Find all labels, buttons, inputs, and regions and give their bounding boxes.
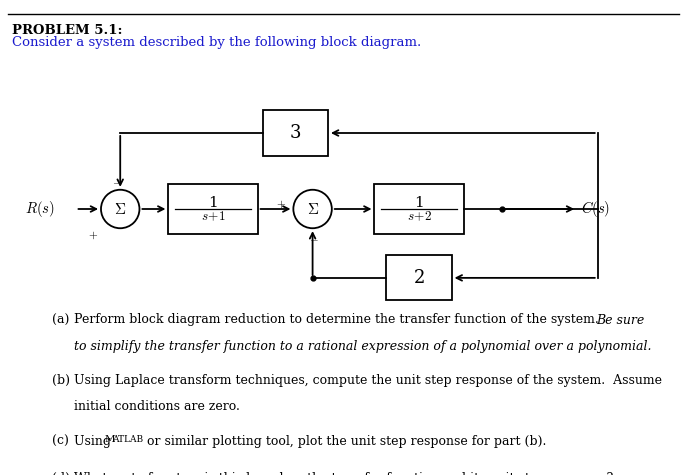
Text: $s\!+\!2$: $s\!+\!2$ xyxy=(407,210,431,223)
Text: to simplify the transfer function to a rational expression of a polynomial over : to simplify the transfer function to a r… xyxy=(74,340,652,352)
Text: 3: 3 xyxy=(290,124,301,142)
Text: PROBLEM 5.1:: PROBLEM 5.1: xyxy=(12,24,123,37)
Ellipse shape xyxy=(293,190,332,228)
Text: 1: 1 xyxy=(414,196,424,210)
Text: Using Laplace transform techniques, compute the unit step response of the system: Using Laplace transform techniques, comp… xyxy=(74,374,662,387)
Text: (c): (c) xyxy=(52,435,69,448)
Text: $R(s)$: $R(s)$ xyxy=(25,199,55,219)
Text: (b): (b) xyxy=(52,374,69,387)
Text: 1: 1 xyxy=(208,196,218,210)
Bar xyxy=(168,184,258,234)
Text: Using: Using xyxy=(74,435,115,448)
Text: $s\!+\!1$: $s\!+\!1$ xyxy=(201,210,225,223)
Bar xyxy=(374,184,464,234)
Text: $\Sigma$: $\Sigma$ xyxy=(114,201,126,217)
Bar xyxy=(263,111,328,156)
Text: Consider a system described by the following block diagram.: Consider a system described by the follo… xyxy=(12,36,422,49)
Text: $-$: $-$ xyxy=(309,233,319,243)
Text: M: M xyxy=(104,435,115,444)
Text: or similar plotting tool, plot the unit step response for part (b).: or similar plotting tool, plot the unit … xyxy=(147,435,546,448)
Text: 2: 2 xyxy=(414,269,425,287)
Text: (a): (a) xyxy=(52,314,69,326)
Text: Be sure: Be sure xyxy=(596,314,644,326)
Text: $+$: $+$ xyxy=(276,199,286,210)
Text: What sort of system is this based on the transfer function and its unit step res: What sort of system is this based on the… xyxy=(74,472,613,475)
Text: ATLAB: ATLAB xyxy=(112,435,143,444)
Bar xyxy=(386,256,452,301)
Text: (d): (d) xyxy=(52,472,69,475)
Ellipse shape xyxy=(101,190,139,228)
Text: $\Sigma$: $\Sigma$ xyxy=(306,201,319,217)
Text: $+$: $+$ xyxy=(88,229,98,241)
Text: $-$: $-$ xyxy=(112,176,122,186)
Text: initial conditions are zero.: initial conditions are zero. xyxy=(74,400,240,413)
Text: $C(s)$: $C(s)$ xyxy=(581,199,609,219)
Text: Perform block diagram reduction to determine the transfer function of the system: Perform block diagram reduction to deter… xyxy=(74,314,599,326)
